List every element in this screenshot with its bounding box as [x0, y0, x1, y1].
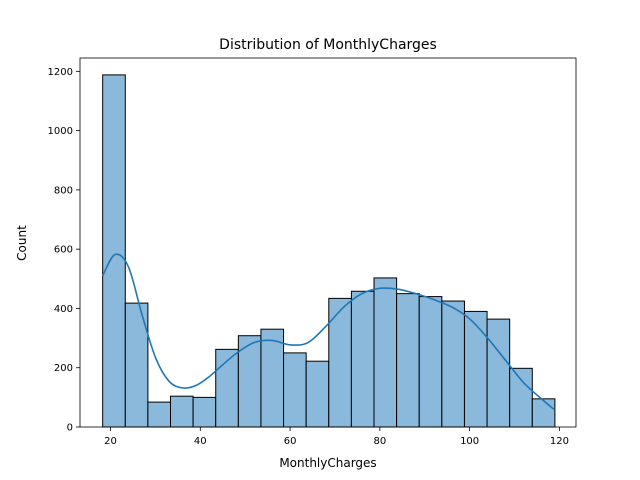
histogram-bar	[531, 398, 556, 428]
bars-group	[102, 74, 556, 428]
y-axis-label: Count	[15, 225, 29, 261]
histogram-bar	[283, 352, 307, 428]
x-axis: 20 40 60 80 100 120	[104, 427, 569, 447]
x-tick-label: 20	[104, 436, 117, 447]
y-tick-label: 1000	[48, 126, 73, 137]
histogram-bar	[328, 297, 352, 428]
x-tick-label: 60	[284, 436, 297, 447]
x-axis-label: MonthlyCharges	[279, 456, 376, 470]
x-tick-label: 100	[460, 436, 479, 447]
histogram-bar	[147, 401, 171, 428]
y-tick-label: 200	[54, 363, 73, 374]
y-tick-label: 0	[67, 423, 73, 434]
histogram-bar	[396, 293, 420, 428]
histogram-bar	[441, 300, 465, 428]
histogram-bar	[418, 296, 443, 428]
histogram-bar	[463, 310, 488, 428]
x-tick-label: 120	[550, 436, 569, 447]
histogram-bar	[373, 277, 398, 428]
histogram-bar	[102, 74, 126, 428]
y-tick-label: 600	[54, 245, 73, 256]
kde-curve	[101, 253, 555, 410]
histogram-bar	[350, 290, 375, 428]
x-tick-label: 40	[194, 436, 207, 447]
y-tick-label: 1200	[48, 67, 73, 78]
histogram-bar	[486, 318, 511, 428]
y-tick-label: 400	[54, 304, 73, 315]
chart-title: Distribution of MonthlyCharges	[219, 37, 437, 53]
x-tick-label: 80	[373, 436, 386, 447]
y-axis: 0 200 400 600 800 1000 1200	[48, 67, 80, 434]
histogram-bar	[260, 328, 285, 428]
plot-frame	[79, 57, 577, 428]
histogram-bar	[170, 395, 194, 428]
histogram-bar	[509, 367, 533, 428]
histogram-bar	[192, 396, 217, 428]
histogram-bar	[305, 360, 330, 428]
y-tick-label: 800	[54, 185, 73, 196]
